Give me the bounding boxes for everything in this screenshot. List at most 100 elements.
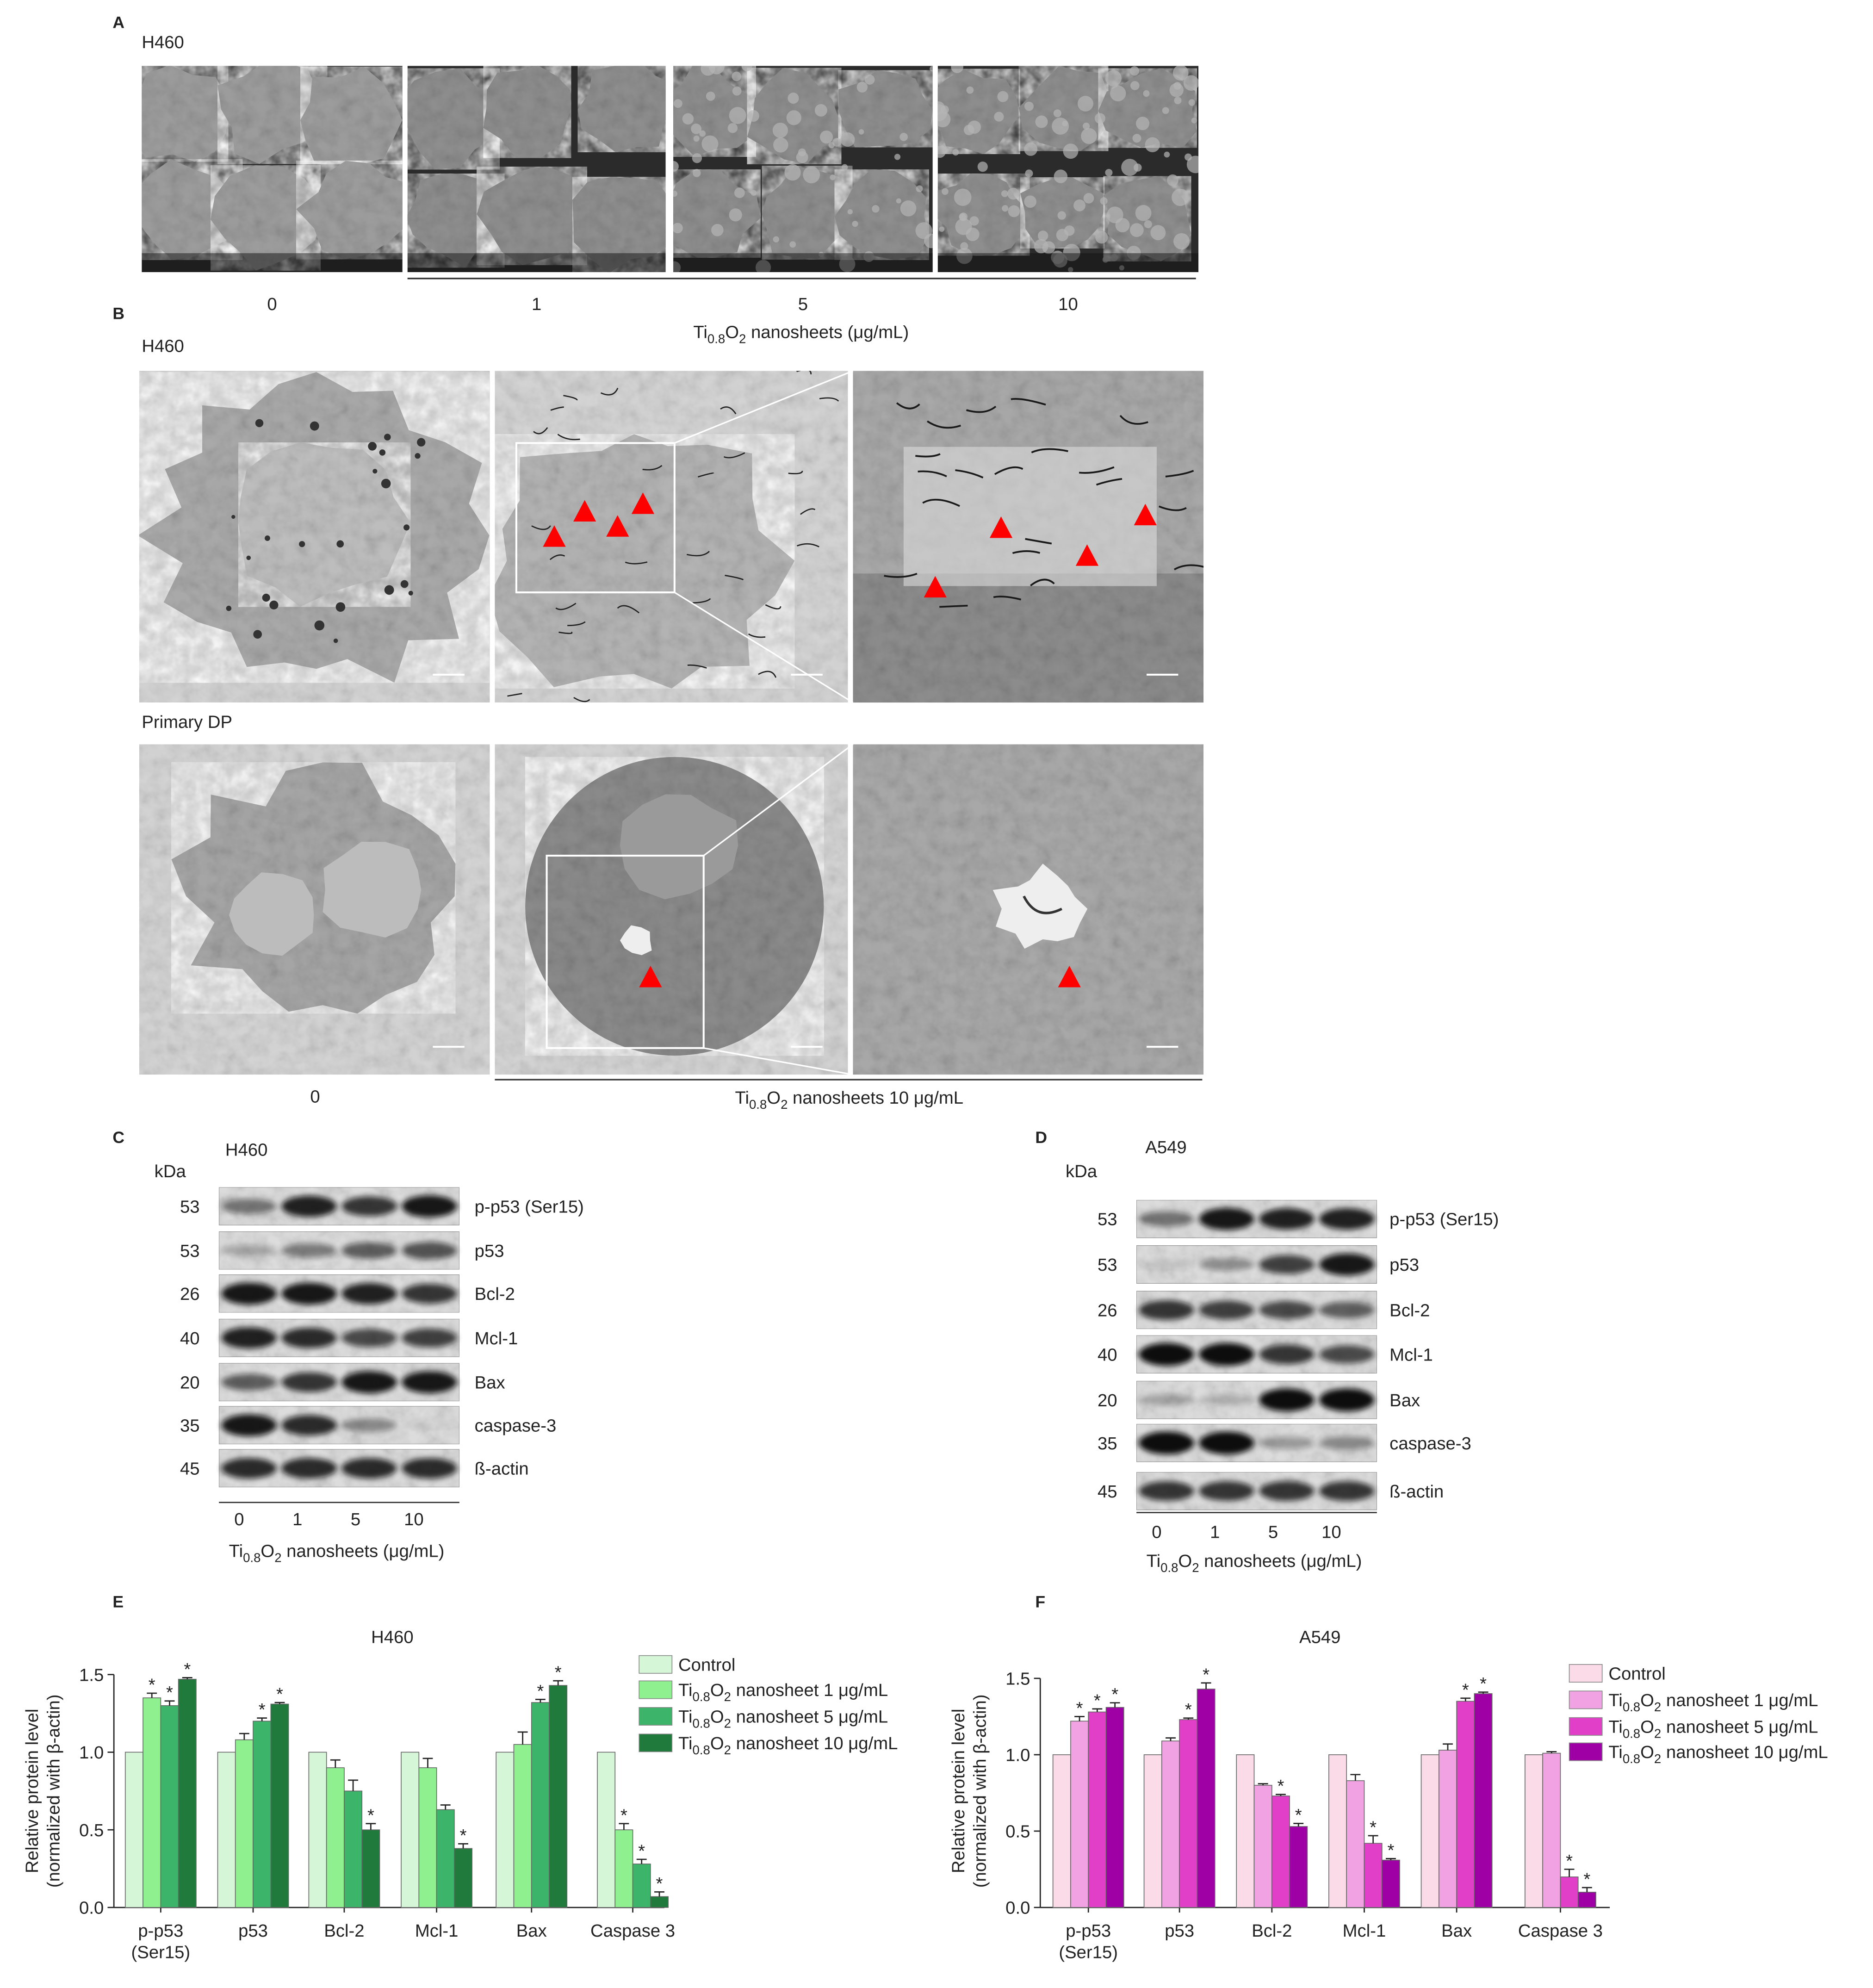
- nanosheet: [796, 543, 819, 547]
- nanosheet: [748, 633, 766, 638]
- significance-marker: *: [184, 1659, 191, 1679]
- sem-debris: [750, 190, 757, 196]
- error-bar: [636, 1858, 647, 1864]
- sem-debris: [1081, 128, 1097, 144]
- sem-debris: [673, 99, 682, 108]
- significance-marker: *: [1094, 1690, 1101, 1710]
- sem-debris: [772, 122, 788, 138]
- sem-debris: [1057, 211, 1066, 220]
- sem-cell: [572, 177, 666, 273]
- lane-label: 5: [1268, 1522, 1278, 1542]
- bar: [308, 1752, 327, 1908]
- axis-label-part: Ti: [693, 322, 707, 342]
- error-bar: [1293, 1823, 1304, 1827]
- y-tick-label: 1.0: [1005, 1746, 1030, 1765]
- axis-label-part: O: [260, 1541, 274, 1561]
- blot-band: [281, 1195, 337, 1217]
- sem-debris: [1143, 90, 1150, 97]
- nanosheet: [1173, 564, 1204, 571]
- sem-info-bar: [937, 253, 1199, 273]
- bar: [1346, 1780, 1365, 1908]
- sem-debris: [814, 104, 827, 117]
- error-bar: [1443, 1743, 1453, 1751]
- nanosheet: [555, 603, 577, 610]
- protein-label: Mcl-1: [475, 1329, 518, 1348]
- sem-debris: [1025, 169, 1033, 178]
- significance-marker: *: [1566, 1851, 1573, 1871]
- legend-label: Ti0.8O2 nanosheet 5 μg/mL: [678, 1707, 888, 1731]
- y-axis-label: Relative protein level: [949, 1709, 968, 1873]
- nanosheet: [955, 469, 984, 478]
- bar: [401, 1752, 420, 1908]
- sem-debris: [1052, 118, 1069, 135]
- sem-debris: [916, 185, 923, 193]
- tem-image: [853, 371, 1204, 703]
- sem-debris: [1129, 223, 1144, 237]
- organelle: [299, 541, 305, 547]
- error-bar: [619, 1823, 629, 1830]
- nanosheet: [725, 575, 744, 580]
- sem-debris: [1172, 66, 1189, 81]
- sem-debris: [773, 236, 780, 243]
- blot-band: [1139, 1260, 1194, 1269]
- organelle: [403, 524, 410, 531]
- y-axis-label: Relative protein level: [22, 1709, 42, 1873]
- nanosheet: [927, 420, 961, 429]
- axis-label-part: 2: [1192, 1560, 1199, 1575]
- sem-debris: [1129, 66, 1140, 76]
- legend-label: Control: [1608, 1664, 1665, 1684]
- error-bar: [147, 1692, 157, 1698]
- sem-debris: [1174, 97, 1182, 105]
- nanosheet: [819, 397, 839, 402]
- significance-marker: *: [1278, 1776, 1284, 1796]
- sem-debris: [693, 169, 701, 177]
- legend-label: Control: [678, 1655, 735, 1675]
- blot-band: [402, 1328, 457, 1348]
- blot-band: [402, 1195, 457, 1218]
- arrowhead: [543, 525, 566, 547]
- axis-label-part: nanosheets (μg/mL): [282, 1541, 445, 1561]
- bar: [513, 1744, 532, 1908]
- error-bar: [517, 1731, 528, 1745]
- vacuole: [992, 864, 1088, 949]
- sem-debris: [1035, 115, 1048, 128]
- panel-label: C: [112, 1128, 124, 1147]
- bar: [143, 1697, 161, 1908]
- sem-debris: [1056, 229, 1069, 242]
- bar: [650, 1896, 669, 1908]
- sem-debris: [711, 224, 724, 236]
- panel-label: E: [112, 1593, 124, 1611]
- control-label: 0: [310, 1087, 320, 1106]
- sem-debris: [830, 174, 836, 180]
- bar: [1420, 1754, 1439, 1908]
- legend-label: Ti0.8O2 nanosheet 10 μg/mL: [1608, 1742, 1828, 1766]
- sem-debris: [732, 71, 742, 81]
- sem-debris: [969, 216, 979, 226]
- nanosheet: [758, 671, 777, 678]
- bar: [1577, 1892, 1596, 1908]
- tem-image: [495, 744, 848, 1075]
- blot-band: [221, 1414, 277, 1436]
- concentration-label: 0: [267, 294, 277, 314]
- nanosheet: [896, 402, 920, 410]
- sem-cell: [300, 67, 403, 164]
- bar: [454, 1848, 473, 1908]
- blot-band: [341, 1242, 397, 1259]
- arrowhead: [1134, 503, 1157, 526]
- significance-marker: *: [460, 1826, 467, 1845]
- sem-debris: [1077, 96, 1093, 112]
- organelle: [333, 638, 338, 643]
- blot-band: [281, 1327, 337, 1348]
- blot-band: [341, 1196, 397, 1217]
- blot-band: [1259, 1481, 1315, 1501]
- error-bar: [366, 1823, 376, 1830]
- bar: [217, 1752, 236, 1908]
- error-bar: [257, 1717, 267, 1721]
- legend-label-part: 2: [724, 1716, 731, 1731]
- blot-band: [341, 1329, 397, 1347]
- significance-marker: *: [367, 1805, 374, 1825]
- legend-label-part: O: [710, 1707, 724, 1727]
- blot-band: [1139, 1211, 1194, 1227]
- blot-band: [1199, 1481, 1254, 1501]
- treatment-label-part: 0.8: [749, 1097, 767, 1112]
